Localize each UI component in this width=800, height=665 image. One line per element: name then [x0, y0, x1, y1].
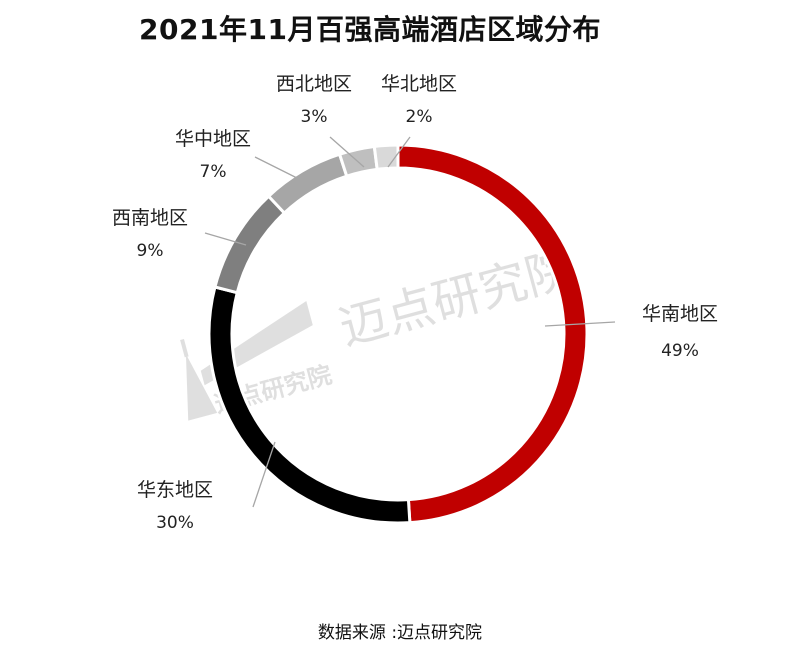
slice-label-1: 华南地区 — [642, 303, 718, 325]
leader-line-6 — [387, 136, 411, 168]
leader-line-4 — [254, 156, 316, 188]
slice-label-3: 西南地区 — [112, 207, 188, 229]
leader-lines — [204, 136, 616, 508]
slice-value-3: 9% — [137, 241, 164, 261]
slice-3 — [213, 194, 287, 295]
source-note: 数据来源 :迈点研究院 — [317, 623, 483, 643]
donut-slices — [207, 143, 589, 525]
leader-line-1 — [544, 321, 616, 327]
slice-label-2: 华东地区 — [137, 479, 213, 501]
leader-line-2 — [252, 441, 276, 508]
watermark-text: 迈点研究院 — [334, 240, 580, 356]
slice-label-6: 华北地区 — [381, 73, 457, 95]
slice-value-1: 49% — [661, 341, 699, 361]
data-labels: 华南地区 49% 华东地区 30% 西南地区 9% 华中地区 7% 西北地区 3% 华北地区 2% — [112, 73, 718, 533]
slice-value-6: 2% — [406, 107, 433, 127]
slice-label-4: 华中地区 — [175, 128, 251, 150]
slice-6 — [372, 143, 400, 171]
slice-label-5: 西北地区 — [276, 73, 352, 95]
slice-value-2: 30% — [156, 513, 194, 533]
slice-value-4: 7% — [200, 162, 227, 182]
leader-line-3 — [204, 232, 247, 246]
chart-title: 2021年11月百强高端酒店区域分布 — [139, 13, 601, 46]
leader-line-5 — [329, 136, 365, 168]
slice-value-5: 3% — [301, 107, 328, 127]
